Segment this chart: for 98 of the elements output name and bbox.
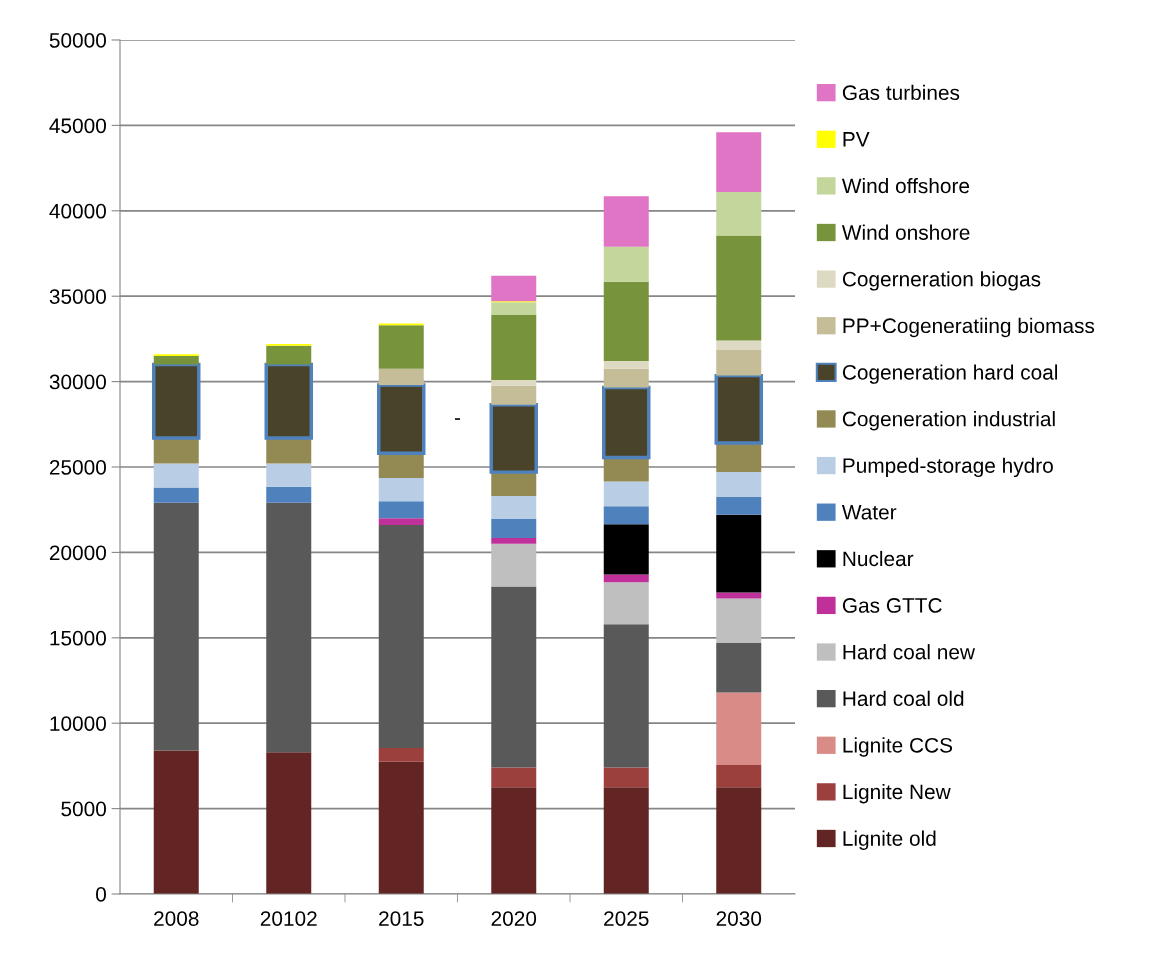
bar: [378, 325, 424, 369]
bar: [603, 368, 649, 388]
bar: [491, 302, 537, 315]
bar: [603, 281, 649, 362]
bar: [603, 767, 649, 788]
y-tick-label: 25000: [49, 460, 106, 475]
bar: [716, 787, 762, 894]
bar: [603, 524, 649, 575]
bar: [716, 692, 762, 766]
bar: [266, 752, 312, 894]
bar: [491, 586, 537, 768]
bar: [603, 246, 649, 282]
x-tick-label: 2030: [716, 911, 762, 926]
x-tick-label: 2020: [491, 911, 537, 926]
legend-label: Wind offshore: [841, 177, 970, 194]
bar: [153, 355, 199, 365]
y-tick-label: 15000: [50, 630, 106, 646]
bar: [716, 765, 762, 788]
bar: [491, 496, 537, 520]
legend-label: Lignite New: [843, 783, 951, 804]
bar: [716, 514, 762, 593]
y-tick-label: 35000: [49, 289, 106, 304]
y-tick-label: 0: [96, 887, 106, 902]
bar: [491, 537, 537, 544]
legend-label: Water: [841, 505, 897, 520]
bar: [153, 487, 199, 503]
legend-label: Lignite old: [843, 830, 936, 850]
bar: [603, 787, 649, 894]
bar: [153, 502, 199, 751]
y-tick-label: 20000: [49, 545, 106, 561]
x-tick-label: 2015: [379, 911, 424, 926]
bar: [603, 481, 649, 507]
bar: [266, 486, 312, 503]
bar: [716, 340, 762, 350]
legend-label: PP+Cogeneratiing biomass: [843, 317, 1095, 338]
bar: [266, 463, 312, 487]
legend-label: Cogerneration biogas: [842, 271, 1041, 291]
bar: [153, 463, 199, 488]
bar: [378, 761, 424, 894]
bar: [716, 192, 762, 236]
legend-label: Wind onshore: [841, 224, 970, 240]
bar: [603, 196, 649, 247]
bar: [153, 437, 199, 464]
legend-label: Pumped-storage hydro: [843, 457, 1053, 478]
y-tick-label: 45000: [49, 118, 106, 134]
bar: [153, 750, 199, 894]
bar: [603, 457, 649, 482]
bar: [716, 443, 762, 473]
bar: [491, 379, 537, 386]
bar: [266, 345, 312, 365]
bar: [716, 592, 762, 599]
x-tick-label: 2008: [154, 911, 199, 926]
bar: [266, 502, 312, 753]
bar: [716, 235, 762, 341]
bar: [716, 472, 762, 497]
legend-label: Gas GTTC: [842, 598, 942, 613]
bar: [378, 478, 424, 502]
bar: [491, 385, 537, 405]
bar: [716, 496, 762, 515]
bar: [491, 472, 537, 497]
bar: [603, 624, 649, 768]
legend-label: PV: [843, 132, 870, 147]
bar: [266, 437, 312, 464]
bar: [378, 525, 424, 748]
x-tick-label: 20102: [260, 911, 317, 926]
bar: [491, 543, 537, 587]
x-tick-label: 2025: [604, 911, 649, 926]
bar: [491, 275, 537, 302]
legend-label: Cogeneration industrial: [842, 411, 1055, 431]
legend-label: Nuclear: [843, 550, 914, 567]
y-tick-label: 10000: [50, 716, 106, 731]
legend-label: Cogeneration hard coal: [842, 364, 1058, 384]
bar: [491, 767, 537, 788]
y-tick-label: 5000: [61, 801, 106, 817]
bar: [491, 787, 537, 894]
legend-label: Hard coal new: [843, 644, 976, 660]
bar: [716, 642, 762, 693]
bar: [716, 350, 762, 376]
bar: [378, 518, 424, 526]
bar: [491, 314, 537, 380]
bar: [603, 574, 649, 583]
legend-label: Gas turbines: [842, 84, 960, 101]
bar: [716, 132, 762, 193]
bar: [603, 582, 649, 625]
bar: [378, 453, 424, 479]
bar: [378, 747, 424, 762]
annotation: -: [454, 418, 461, 420]
y-tick-label: 50000: [49, 33, 106, 48]
bar: [603, 361, 649, 369]
y-tick-label: 30000: [49, 374, 106, 390]
bar: [716, 598, 762, 643]
bar: [378, 501, 424, 519]
bar: [378, 368, 424, 386]
legend-label: Lignite CCS: [843, 737, 953, 757]
legend-label: Hard coal old: [843, 690, 964, 707]
bar: [491, 519, 537, 538]
y-tick-label: 40000: [49, 203, 106, 219]
bar: [603, 506, 649, 525]
